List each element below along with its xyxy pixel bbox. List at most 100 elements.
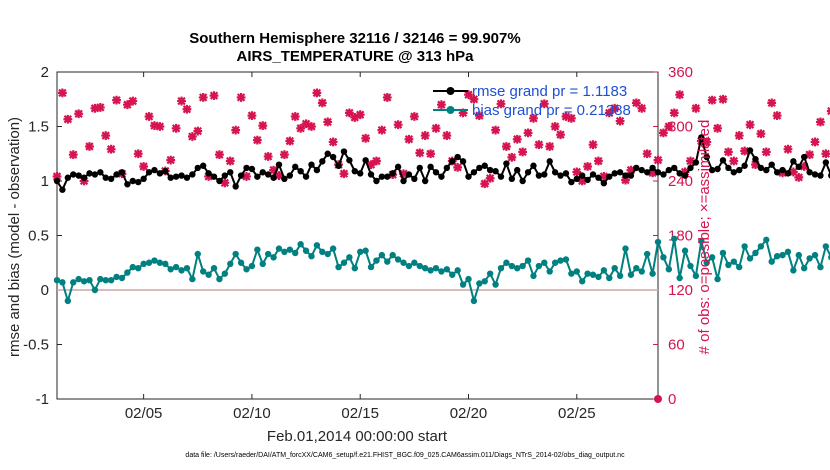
y-right-tick-label: 300 [668, 119, 693, 136]
bias-point [64, 297, 72, 305]
bias-point [221, 270, 229, 277]
assimilated-marker [274, 171, 284, 180]
rmse-point [275, 161, 283, 168]
bias-point [286, 246, 294, 253]
bias-point [806, 255, 813, 262]
bias-point [438, 268, 445, 275]
rmse-point [75, 172, 82, 179]
assimilated-marker [101, 131, 111, 140]
rmse-point [183, 174, 191, 181]
rmse-point [427, 163, 434, 171]
bias-point [281, 248, 288, 256]
y-left-tick-label: -1 [36, 391, 49, 408]
bias-point [790, 267, 797, 274]
rmse-point [730, 169, 738, 176]
assimilated-marker [236, 93, 246, 102]
bias-point [470, 297, 478, 305]
bias-point [243, 266, 250, 273]
bias-point [205, 271, 212, 278]
bias-point [156, 259, 164, 266]
rmse-point [719, 157, 727, 164]
bias-point [102, 276, 109, 284]
assimilated-marker [464, 90, 473, 100]
assimilated-marker [664, 122, 674, 131]
assimilated-marker [225, 156, 235, 166]
rmse-point [438, 173, 445, 180]
rmse-point [264, 171, 272, 178]
assimilated-marker [344, 108, 354, 118]
rmse-point [286, 172, 294, 179]
assimilated-marker [252, 135, 262, 145]
rmse-point [562, 170, 570, 177]
bias-point [449, 271, 456, 278]
assimilated-marker [604, 108, 614, 118]
assimilated-marker [767, 98, 777, 108]
rmse-point [654, 169, 662, 176]
rmse-point [292, 163, 299, 171]
bias-point [411, 259, 418, 266]
rmse-point [107, 175, 115, 183]
legend-bias-label: bias grand pr = 0.21388 [472, 102, 631, 119]
y-right-tick-label: 180 [668, 228, 693, 245]
chart-subtitle: AIRS_TEMPERATURE @ 313 hPa [237, 48, 475, 65]
bias-point [741, 243, 748, 250]
bias-point [725, 261, 732, 269]
bias-point [75, 275, 82, 283]
y-left-tick-label: 0.5 [28, 228, 49, 245]
rmse-point [297, 167, 304, 175]
rmse-point [172, 173, 180, 180]
assimilated-marker [85, 142, 94, 151]
bias-point [665, 266, 673, 273]
rmse-point [135, 178, 142, 186]
bias-point [302, 247, 310, 254]
assimilated-marker [659, 128, 668, 138]
x-axis-label: Feb.01,2014 00:00:00 start [267, 428, 448, 445]
y-left-tick-label: 1 [41, 173, 49, 190]
assimilated-marker [816, 117, 825, 127]
bias-point [606, 274, 613, 282]
rmse-point [243, 164, 250, 172]
assimilated-marker [52, 172, 62, 181]
assimilated-marker [458, 108, 468, 118]
rmse-point [124, 181, 131, 188]
assimilated-marker [285, 136, 295, 146]
assimilated-marker [686, 156, 695, 166]
bias-point [443, 266, 451, 273]
rmse-point [524, 169, 532, 176]
bias-point [578, 278, 586, 285]
rmse-point [660, 171, 667, 178]
rmse-point [476, 164, 483, 172]
assimilated-marker [74, 109, 84, 119]
rmse-point [346, 157, 353, 164]
bias-point [627, 271, 635, 278]
rmse-point [210, 173, 218, 180]
bias-point [183, 265, 191, 272]
rmse-point [394, 163, 402, 171]
assimilated-marker [339, 169, 349, 179]
assimilated-marker [599, 172, 609, 181]
rmse-point [373, 177, 380, 185]
bias-point [91, 286, 99, 294]
rmse-point [416, 164, 423, 172]
bias-point [346, 254, 353, 261]
rmse-point [779, 166, 786, 174]
bias-point [497, 265, 505, 272]
rmse-point [216, 177, 223, 185]
assimilated-marker [469, 94, 479, 104]
assimilated-marker [723, 147, 733, 157]
assimilated-marker [155, 122, 165, 131]
rmse-point [459, 158, 467, 165]
bias-point [378, 251, 386, 259]
rmse-point [194, 164, 201, 172]
bias-point [400, 259, 407, 266]
rmse-point [91, 171, 99, 178]
assimilated-marker [404, 134, 414, 144]
assimilated-marker [474, 111, 484, 120]
rmse-point [541, 171, 548, 178]
assimilated-marker [480, 179, 490, 189]
rmse-point [784, 170, 792, 177]
bias-point [373, 257, 380, 264]
bias-point [357, 248, 364, 256]
rmse-point [227, 169, 234, 176]
assimilated-marker [507, 152, 517, 162]
